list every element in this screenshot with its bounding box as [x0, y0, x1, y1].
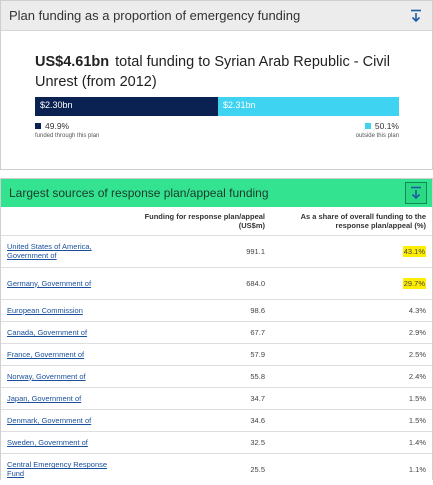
share-cell: 1.5%: [271, 386, 432, 409]
donor-link[interactable]: Central Emergency Response Fund: [1, 452, 121, 485]
total-amount: US$4.61bn: [35, 54, 110, 70]
table-row: Norway, Government of 55.8 2.4%: [1, 364, 432, 387]
column-header-funding: Funding for response plan/appeal (US$m): [144, 211, 265, 230]
legend-swatch-light: [364, 123, 371, 129]
legend-swatch-dark: [35, 123, 41, 129]
download-button[interactable]: [405, 5, 427, 27]
column-header-source: [1, 207, 121, 235]
panel-body: US$4.61bn total funding to Syrian Arab Re…: [1, 32, 432, 169]
legend-funded-through-plan: 49.9% funded through this plan: [35, 121, 99, 139]
share-cell: 1.1%: [271, 452, 432, 485]
share-cell: 2.5%: [271, 342, 432, 365]
plan-funding-panel: Plan funding as a proportion of emergenc…: [0, 0, 433, 170]
share-cell: 2.4%: [271, 364, 432, 387]
legend-left-pct: 49.9%: [45, 121, 70, 131]
table-row: United States of America, Government of 9…: [1, 234, 432, 267]
funding-value: 55.8: [121, 364, 271, 387]
share-value: 2.4%: [408, 371, 426, 381]
donor-link[interactable]: Japan, Government of: [1, 386, 121, 409]
table-row: France, Government of 57.9 2.5%: [1, 342, 432, 365]
legend-right-note: outside this plan: [355, 133, 399, 139]
share-value: 1.5%: [408, 393, 426, 403]
funding-value: 57.9: [121, 342, 271, 365]
funding-heading: US$4.61bn total funding to Syrian Arab Re…: [35, 52, 410, 92]
share-value: 1.4%: [408, 437, 426, 447]
share-cell: 4.3%: [271, 298, 432, 321]
funding-value: 32.5: [121, 430, 271, 453]
share-value: 1.5%: [408, 415, 426, 425]
panel-header: Plan funding as a proportion of emergenc…: [1, 1, 432, 31]
funding-value: 991.1: [121, 234, 271, 267]
share-cell: 1.4%: [271, 430, 432, 453]
funding-value: 684.0: [121, 266, 271, 299]
funding-sources-table: Funding for response plan/appeal (US$m) …: [1, 207, 432, 485]
table-row: European Commission 98.6 4.3%: [1, 298, 432, 321]
table-row: Sweden, Government of 32.5 1.4%: [1, 430, 432, 453]
funding-heading-text: total funding to Syrian Arab Republic - …: [35, 54, 390, 90]
share-value: 1.1%: [408, 464, 426, 474]
legend-left-note: funded through this plan: [35, 133, 100, 139]
column-header-share: As a share of overall funding to the res…: [300, 211, 426, 230]
share-cell: 1.5%: [271, 408, 432, 431]
donor-link[interactable]: European Commission: [1, 298, 121, 321]
funding-value: 98.6: [121, 298, 271, 321]
donor-link[interactable]: Canada, Government of: [1, 320, 121, 343]
panel-title: Largest sources of response plan/appeal …: [9, 186, 269, 200]
share-value: 2.5%: [408, 349, 426, 359]
share-cell: 29.7%: [271, 266, 432, 299]
table-header-row: Funding for response plan/appeal (US$m) …: [1, 207, 432, 235]
table-row: Central Emergency Response Fund 25.5 1.1%: [1, 452, 432, 485]
panel-title: Plan funding as a proportion of emergenc…: [9, 8, 301, 23]
share-value: 43.1%: [402, 245, 426, 257]
funding-value: 25.5: [121, 452, 271, 485]
bar-left-label: $2.30bn: [40, 100, 73, 110]
funded-through-plan-bar: $2.30bn: [35, 97, 218, 116]
download-icon: [411, 186, 421, 200]
table-row: Denmark, Government of 34.6 1.5%: [1, 408, 432, 431]
legend-right-pct: 50.1%: [374, 121, 399, 131]
donor-link[interactable]: Germany, Government of: [1, 266, 121, 299]
funding-value: 34.6: [121, 408, 271, 431]
bar-right-label: $2.31bn: [223, 100, 256, 110]
share-value: 29.7%: [402, 277, 426, 289]
donor-link[interactable]: Sweden, Government of: [1, 430, 121, 453]
share-value: 2.9%: [408, 327, 426, 337]
share-value: 4.3%: [408, 305, 426, 315]
donor-link[interactable]: United States of America, Government of: [1, 234, 121, 267]
funding-value: 34.7: [121, 386, 271, 409]
outside-plan-bar: $2.31bn: [218, 97, 399, 116]
table-row: Germany, Government of 684.0 29.7%: [1, 266, 432, 299]
download-button[interactable]: [405, 182, 427, 204]
donor-link[interactable]: Denmark, Government of: [1, 408, 121, 431]
share-cell: 43.1%: [271, 234, 432, 267]
download-icon: [411, 9, 421, 23]
donor-link[interactable]: France, Government of: [1, 342, 121, 365]
table-row: Canada, Government of 67.7 2.9%: [1, 320, 432, 343]
funding-value: 67.7: [121, 320, 271, 343]
share-cell: 2.9%: [271, 320, 432, 343]
largest-sources-panel: Largest sources of response plan/appeal …: [0, 178, 433, 485]
panel-header: Largest sources of response plan/appeal …: [1, 179, 432, 207]
table-row: Japan, Government of 34.7 1.5%: [1, 386, 432, 409]
legend-outside-plan: 50.1% outside this plan: [356, 121, 399, 139]
donor-link[interactable]: Norway, Government of: [1, 364, 121, 387]
